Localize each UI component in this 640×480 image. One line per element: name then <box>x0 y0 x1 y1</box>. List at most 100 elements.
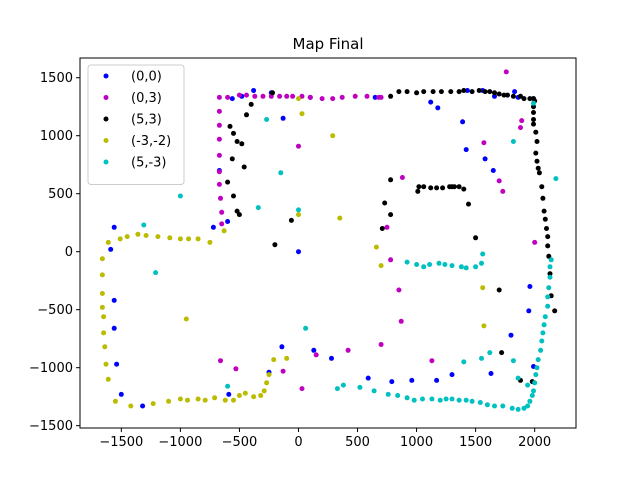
chart-title: Map Final <box>293 35 364 53</box>
data-point <box>378 94 384 100</box>
data-point <box>398 318 404 324</box>
data-point <box>415 188 421 194</box>
data-point <box>451 184 457 190</box>
data-point <box>533 129 539 135</box>
data-point <box>534 158 540 164</box>
data-point <box>216 169 222 175</box>
data-point <box>155 234 161 240</box>
y-tick-label: −500 <box>37 303 73 318</box>
data-point <box>108 246 114 252</box>
data-point <box>536 170 542 176</box>
data-point <box>545 294 551 300</box>
data-point <box>547 271 553 277</box>
data-point <box>510 93 516 99</box>
data-point <box>529 393 535 398</box>
x-tick-label: 500 <box>345 435 370 450</box>
y-tick-label: −1000 <box>29 361 73 376</box>
data-point <box>141 222 147 228</box>
data-point <box>388 257 394 263</box>
data-point <box>337 215 343 221</box>
data-point <box>477 400 483 405</box>
data-point <box>244 112 249 118</box>
data-point <box>111 325 117 331</box>
data-point <box>311 347 317 353</box>
data-point <box>480 251 486 257</box>
data-point <box>384 224 390 230</box>
data-point <box>508 332 514 338</box>
data-point <box>280 368 286 374</box>
legend-marker <box>103 95 109 100</box>
data-point <box>428 99 434 105</box>
data-point <box>510 139 516 144</box>
data-point <box>216 152 222 158</box>
data-point <box>541 322 547 328</box>
data-point <box>186 236 192 242</box>
data-point <box>216 136 222 142</box>
legend-label: (5,3) <box>131 113 162 128</box>
data-point <box>547 274 553 280</box>
data-point <box>229 96 235 102</box>
data-point <box>278 170 284 176</box>
data-point <box>421 89 427 95</box>
x-axis: −1500 −1000 −500 0 500 1000 1500 2000 <box>99 428 551 450</box>
data-point <box>252 93 258 99</box>
legend-label: (0,0) <box>131 70 162 85</box>
data-point <box>266 372 272 378</box>
data-point <box>288 217 294 223</box>
data-point <box>373 244 379 250</box>
legend: (0,0) (0,3) (5,3) (-3,-2) (5,-3) <box>87 64 185 185</box>
data-point <box>461 88 467 93</box>
data-point <box>540 330 546 336</box>
data-point <box>420 396 425 402</box>
data-point <box>396 89 402 95</box>
data-point <box>542 314 548 320</box>
data-point <box>518 125 523 131</box>
data-point <box>533 372 539 378</box>
data-point <box>143 233 149 238</box>
data-point <box>492 93 497 99</box>
data-point <box>500 403 506 409</box>
data-point <box>542 216 548 222</box>
data-point <box>207 239 213 245</box>
data-point <box>469 398 475 404</box>
data-point <box>372 94 378 100</box>
data-point <box>117 236 123 242</box>
data-point <box>532 239 538 245</box>
data-point <box>272 242 278 248</box>
data-point <box>501 92 507 98</box>
data-point <box>271 357 277 363</box>
series-1 <box>216 69 538 392</box>
data-point <box>225 179 231 185</box>
data-point <box>496 178 502 184</box>
data-point <box>124 234 130 240</box>
data-point <box>378 263 384 269</box>
data-point <box>345 347 351 353</box>
data-point <box>409 377 415 383</box>
data-point <box>515 375 521 381</box>
y-tick-label: −1500 <box>29 419 73 434</box>
data-point <box>440 185 446 191</box>
data-point <box>404 395 410 401</box>
data-point <box>140 403 146 409</box>
data-point <box>284 93 290 99</box>
data-point <box>482 89 488 95</box>
y-tick-label: 0 <box>65 245 73 260</box>
data-point <box>225 94 231 100</box>
legend-marker <box>103 116 109 122</box>
legend-label: (-3,-2) <box>131 134 171 149</box>
data-point <box>277 93 283 99</box>
data-point <box>183 316 189 322</box>
data-point <box>531 388 536 394</box>
data-point <box>236 212 242 218</box>
data-point <box>414 262 420 267</box>
data-point <box>461 359 467 365</box>
series-2 <box>225 88 558 385</box>
data-point <box>533 150 539 156</box>
series-4 <box>141 100 559 412</box>
data-point <box>535 357 541 363</box>
data-point <box>527 96 533 102</box>
data-point <box>437 397 443 403</box>
data-point <box>378 342 384 347</box>
data-point <box>438 89 444 95</box>
data-point <box>527 284 533 289</box>
